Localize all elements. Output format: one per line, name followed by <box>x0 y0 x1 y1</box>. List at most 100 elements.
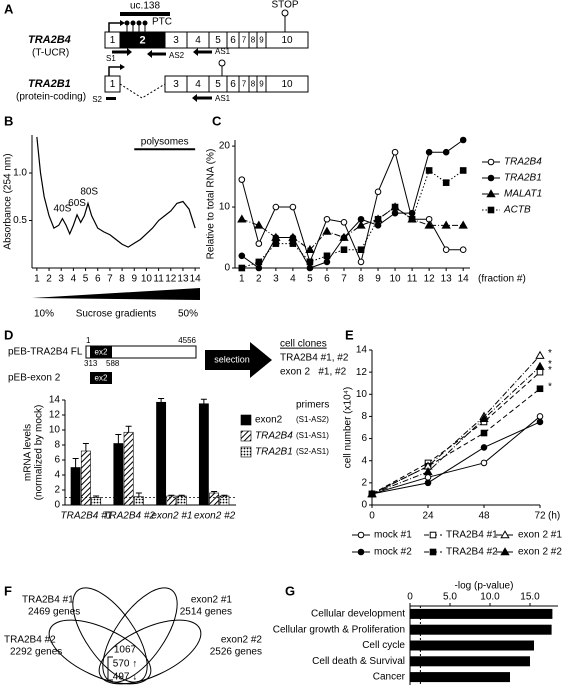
legend-label: exon 2 #2 <box>518 547 562 558</box>
exon-label: 5 <box>215 79 221 90</box>
position-label: 313 <box>84 359 98 368</box>
marker <box>374 188 382 196</box>
legend-marker <box>486 189 496 198</box>
panel-label: G <box>285 583 295 598</box>
tss-arrow <box>108 66 121 76</box>
legend-marker <box>429 548 437 556</box>
panel-label: E <box>345 327 354 342</box>
stop-head <box>218 59 226 67</box>
y-axis-label: Absorbance (254 nm) <box>3 153 14 249</box>
marker <box>306 258 314 266</box>
x-tick-label: 5 <box>83 274 89 285</box>
x-tick-label: 12 <box>165 274 177 285</box>
x-axis-label: -log (p-value) <box>455 581 514 592</box>
gradient-label: 10% <box>34 309 54 320</box>
primer-label: AS1 <box>215 47 231 56</box>
marker <box>289 240 297 247</box>
set-count: 2292 genes <box>10 647 62 658</box>
set-name: exon2 #1 <box>191 595 233 606</box>
clone-label: exon 2 #1, #2 <box>280 367 347 378</box>
clone-label: TRA2B4 #1, #2 <box>280 353 349 364</box>
legend-swatch <box>240 414 252 426</box>
legend-label: TRA2B4 #2 <box>446 547 498 558</box>
error-bar <box>211 491 218 493</box>
primer-arrow-head <box>193 48 198 56</box>
legend-label: TRA2B1 <box>255 447 293 458</box>
error-bar <box>178 494 185 496</box>
x-axis-label: (fraction #) <box>478 274 526 285</box>
clones-title: cell clones <box>280 339 327 350</box>
y-tick-label: 4 <box>361 455 367 466</box>
gene-name: TRA2B1 <box>28 78 71 90</box>
stop-label: STOP <box>271 0 298 11</box>
error-bar <box>221 494 228 496</box>
legend-label: exon 2 #1 <box>518 530 562 541</box>
y-tick-label: 20 <box>219 141 231 152</box>
ptc-head <box>142 20 148 26</box>
x-tick-label: 11 <box>153 274 164 285</box>
marker <box>459 167 467 174</box>
marker <box>425 167 433 174</box>
x-tick-label: 9 <box>375 274 381 285</box>
marker <box>536 385 544 393</box>
tss-arrow-head <box>120 20 125 26</box>
marker <box>480 429 488 437</box>
series-line <box>36 136 196 248</box>
panel-label: B <box>4 113 13 128</box>
exon <box>265 75 309 93</box>
y-axis-label: cell number (x10⁴) <box>343 387 354 469</box>
y-tick-label: 14 <box>356 345 368 356</box>
marker <box>237 214 247 223</box>
uc-bar <box>120 12 170 16</box>
y-tick-label: 6 <box>54 455 60 466</box>
panel-label: C <box>212 113 222 128</box>
error-bar <box>93 495 100 498</box>
legend-swatch <box>240 430 252 442</box>
exon-label: 10 <box>281 35 293 46</box>
tss-arrow <box>108 22 121 32</box>
y-tick-label: 6 <box>361 433 367 444</box>
overlap-bracket <box>107 656 113 681</box>
error-bar <box>200 398 207 404</box>
y-tick-label: 12 <box>356 367 368 378</box>
x-tick-label: 11 <box>407 274 418 285</box>
x-tick-label: 4 <box>71 274 77 285</box>
category-label: exon2 #1 <box>151 511 192 522</box>
series-line <box>371 371 541 495</box>
series-line <box>371 388 541 495</box>
exon-label: 2 <box>139 34 145 46</box>
error-bar <box>115 434 122 444</box>
exon-label: 10 <box>281 79 293 90</box>
exon-label: 3 <box>173 35 179 46</box>
significance-mark: * <box>548 348 552 359</box>
marker <box>272 203 280 211</box>
x-tick-label: 6 <box>324 274 330 285</box>
y-tick-label: 0 <box>224 263 230 274</box>
bar <box>133 496 144 506</box>
marker <box>305 244 315 254</box>
primer-label: AS2 <box>169 51 185 60</box>
legend-marker <box>487 158 495 166</box>
primer-label: S2 <box>92 95 102 104</box>
exon-label: 4 <box>195 35 201 46</box>
set-name: TRA2B4 #2 <box>4 635 56 646</box>
marker <box>391 209 399 217</box>
legend-label: mock #1 <box>374 530 412 541</box>
legend-label: TRA2B1 <box>504 173 542 184</box>
legend-marker <box>500 530 510 539</box>
marker <box>339 232 349 241</box>
legend-marker <box>487 206 495 214</box>
bar <box>410 608 553 619</box>
x-tick-label: 2 <box>256 274 262 285</box>
category-label: Cancer <box>373 672 406 683</box>
marker <box>323 258 331 266</box>
stop-head <box>281 9 289 17</box>
legend-primers: (S1-AS2) <box>296 415 329 424</box>
category-label: Cell death & Survival <box>312 656 405 667</box>
set-name: TRA2B4 #1 <box>22 595 74 606</box>
y-tick-label: 2 <box>361 477 367 488</box>
marker <box>442 246 450 254</box>
legend-label: ACTB <box>503 205 531 216</box>
y-tick-label: 1.0 <box>13 168 27 179</box>
